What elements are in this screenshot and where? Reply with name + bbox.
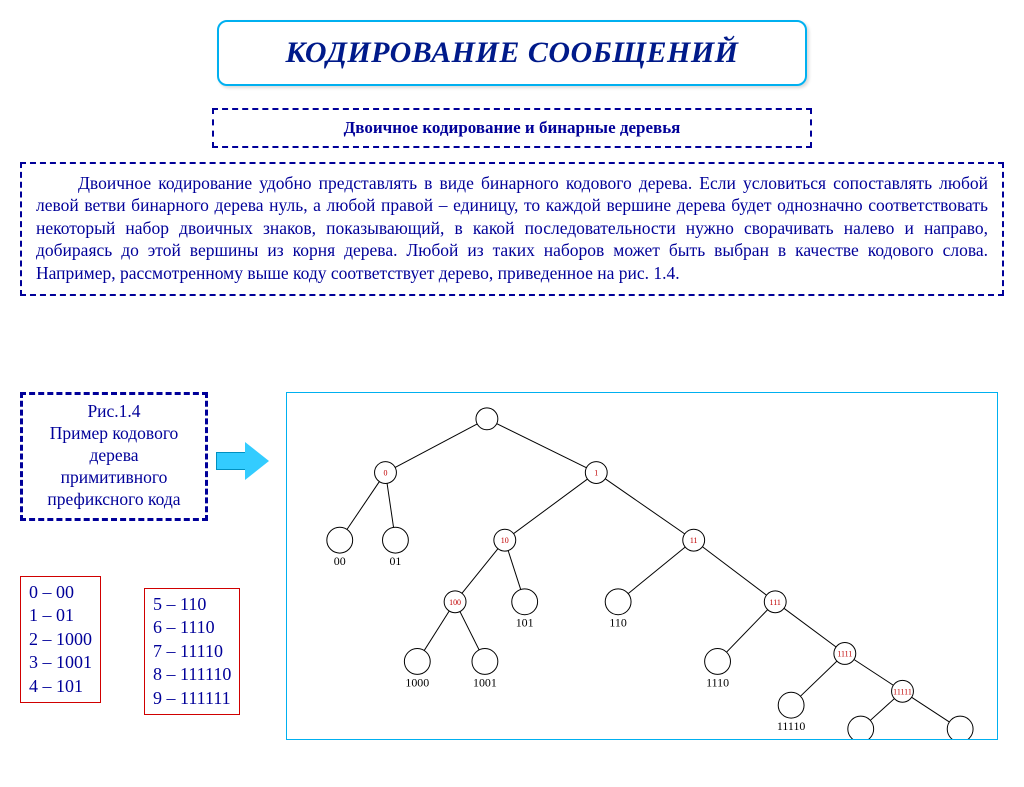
code-entry: 8 – 111110 (153, 663, 231, 686)
svg-text:1: 1 (594, 469, 598, 478)
code-entry: 9 – 111111 (153, 687, 231, 710)
svg-text:110: 110 (609, 616, 626, 630)
code-entry: 5 – 110 (153, 593, 231, 616)
svg-text:11110: 11110 (777, 719, 806, 733)
caption-line: префиксного кода (27, 489, 201, 511)
subtitle: Двоичное кодирование и бинарные деревья (224, 118, 800, 138)
code-entry: 7 – 11110 (153, 640, 231, 663)
paragraph-box: Двоичное кодирование удобно представлять… (20, 162, 1004, 296)
caption-line: дерева (27, 445, 201, 467)
svg-text:00: 00 (334, 554, 346, 568)
svg-text:1000: 1000 (405, 675, 429, 689)
binary-tree-diagram: 0100011011100101110111100010011110111111… (286, 392, 998, 740)
code-entry: 4 – 101 (29, 675, 92, 698)
svg-text:01: 01 (389, 554, 401, 568)
code-list-2: 5 – 1106 – 11107 – 111108 – 1111109 – 11… (144, 588, 240, 715)
arrow-icon (216, 442, 276, 480)
caption-line: Пример кодового (27, 423, 201, 445)
svg-text:1111: 1111 (837, 649, 852, 658)
paragraph-text: Двоичное кодирование удобно представлять… (36, 172, 988, 284)
svg-text:1001: 1001 (473, 675, 497, 689)
code-entry: 2 – 1000 (29, 628, 92, 651)
svg-text:11111: 11111 (893, 687, 912, 696)
figure-caption: Рис.1.4 Пример кодового дерева примитивн… (20, 392, 208, 521)
caption-line: примитивного (27, 467, 201, 489)
code-entry: 6 – 1110 (153, 616, 231, 639)
code-entry: 3 – 1001 (29, 651, 92, 674)
code-list-1: 0 – 001 – 012 – 10003 – 10014 – 101 (20, 576, 101, 703)
svg-text:111: 111 (770, 598, 781, 607)
svg-text:1110: 1110 (706, 675, 729, 689)
code-entry: 1 – 01 (29, 604, 92, 627)
svg-text:101: 101 (516, 616, 534, 630)
title-box: КОДИРОВАНИЕ СООБЩЕНИЙ (217, 20, 807, 86)
page-title: КОДИРОВАНИЕ СООБЩЕНИЙ (229, 36, 795, 70)
svg-text:11: 11 (690, 536, 698, 545)
svg-text:100: 100 (449, 598, 461, 607)
caption-line: Рис.1.4 (27, 401, 201, 423)
svg-text:10: 10 (501, 536, 509, 545)
svg-text:0: 0 (383, 469, 387, 478)
code-entry: 0 – 00 (29, 581, 92, 604)
subtitle-box: Двоичное кодирование и бинарные деревья (212, 108, 812, 148)
